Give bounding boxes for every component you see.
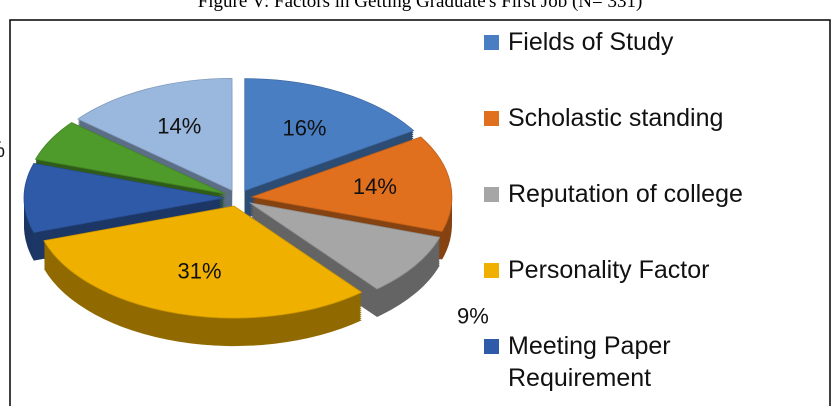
legend-swatch xyxy=(484,187,499,202)
legend-label: Meeting Paper Requirement xyxy=(508,332,671,392)
legend-item: Meeting Paper Requirement xyxy=(484,330,814,406)
slice xyxy=(77,77,233,192)
legend-item: Scholastic standing xyxy=(484,102,814,178)
slice xyxy=(249,202,441,290)
slice xyxy=(23,162,225,234)
slice xyxy=(250,136,453,233)
chart-title: Figure V: Factors in Getting Graduate's … xyxy=(197,0,643,12)
legend-swatch xyxy=(484,263,499,278)
legend-swatch xyxy=(484,339,499,354)
slice xyxy=(34,122,226,195)
legend-swatch xyxy=(484,35,499,50)
slice xyxy=(244,78,415,192)
chart-frame xyxy=(9,19,831,406)
data-label: 16% xyxy=(282,116,326,141)
legend: Fields of Study Scholastic standing Reputa… xyxy=(484,26,814,406)
legend-label: Personality Factor xyxy=(508,256,710,284)
data-label: 31% xyxy=(177,259,221,284)
data-label: 9% xyxy=(457,304,489,329)
legend-label: Fields of Study xyxy=(508,28,674,56)
slice xyxy=(43,205,363,319)
legend-item: Reputation of college xyxy=(484,178,814,254)
data-label: 6% xyxy=(0,137,5,162)
legend-item: Fields of Study xyxy=(484,26,814,102)
legend-label: Reputation of college xyxy=(508,180,743,208)
legend-label: Scholastic standing xyxy=(508,104,724,132)
legend-swatch xyxy=(484,111,499,126)
data-label: 14% xyxy=(353,174,397,199)
legend-item: Personality Factor xyxy=(484,254,814,330)
data-label: 14% xyxy=(157,113,201,138)
